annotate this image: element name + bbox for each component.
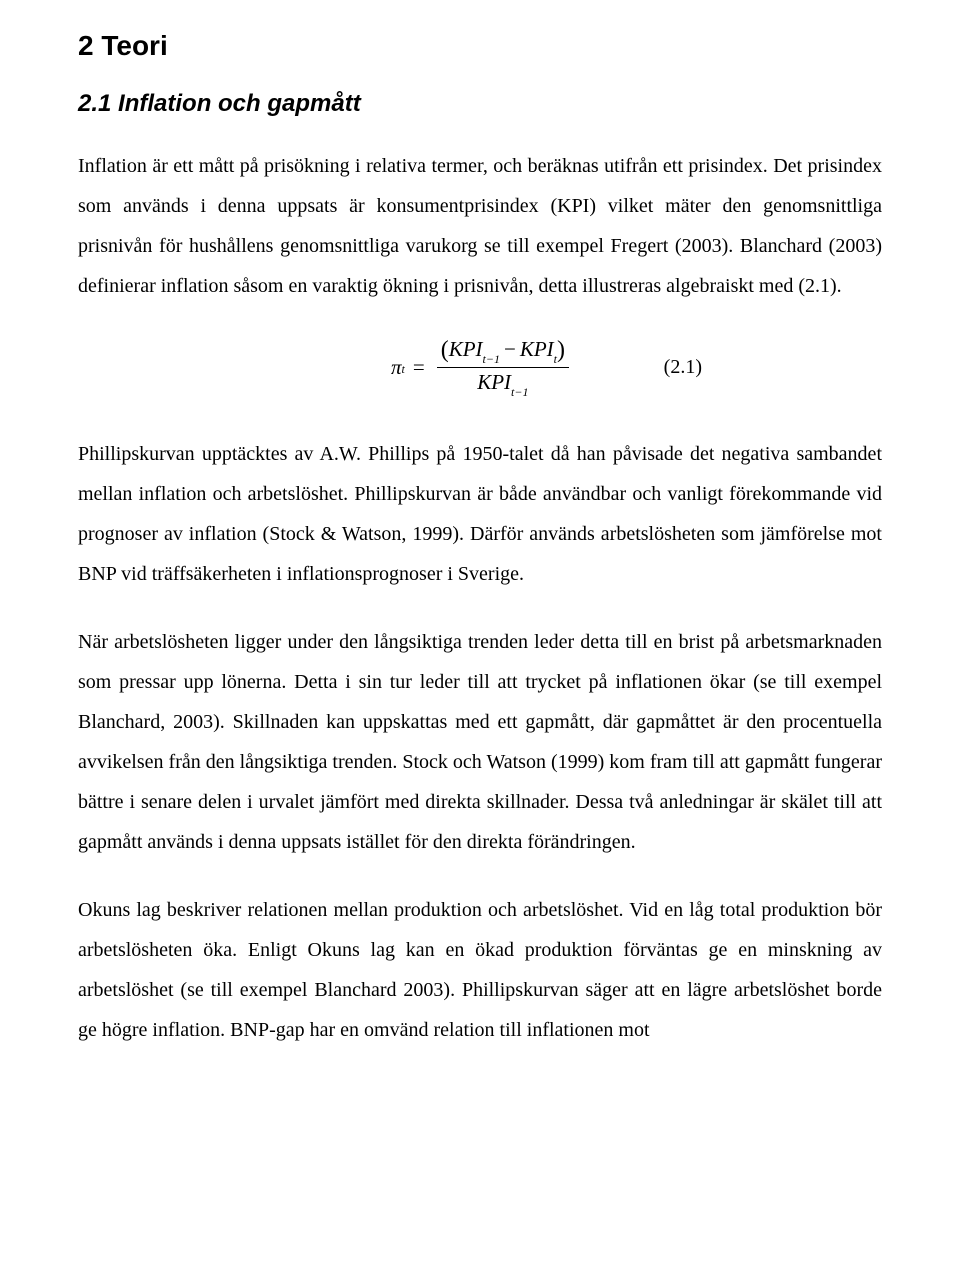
equation-denominator: KPIt−1 xyxy=(473,368,532,398)
equation-lhs-subscript: t xyxy=(402,362,405,377)
equation-2-1: πt = (KPIt−1−KPIt) KPIt−1 (2.1) xyxy=(78,336,882,398)
equation-body: πt = (KPIt−1−KPIt) KPIt−1 xyxy=(391,336,569,398)
section-heading: 2 Teori xyxy=(78,30,882,62)
num-term1: KPI xyxy=(449,337,483,361)
equation-numerator: (KPIt−1−KPIt) xyxy=(437,336,569,368)
paragraph-3: När arbetslösheten ligger under den lång… xyxy=(78,622,882,862)
paragraph-2: Phillipskurvan upptäcktes av A.W. Philli… xyxy=(78,434,882,594)
equation-lhs-symbol: π xyxy=(391,355,402,380)
equation-fraction: (KPIt−1−KPIt) KPIt−1 xyxy=(437,336,569,398)
num-term2: KPI xyxy=(520,337,554,361)
equation-number: (2.1) xyxy=(664,356,702,379)
paragraph-1: Inflation är ett mått på prisökning i re… xyxy=(78,146,882,306)
subsection-heading: 2.1 Inflation och gapmått xyxy=(78,90,882,118)
den-term-sub: t−1 xyxy=(511,385,528,399)
paragraph-4: Okuns lag beskriver relationen mellan pr… xyxy=(78,890,882,1050)
num-term1-sub: t−1 xyxy=(483,352,500,366)
den-term: KPI xyxy=(477,370,511,394)
equals-sign: = xyxy=(413,355,425,380)
